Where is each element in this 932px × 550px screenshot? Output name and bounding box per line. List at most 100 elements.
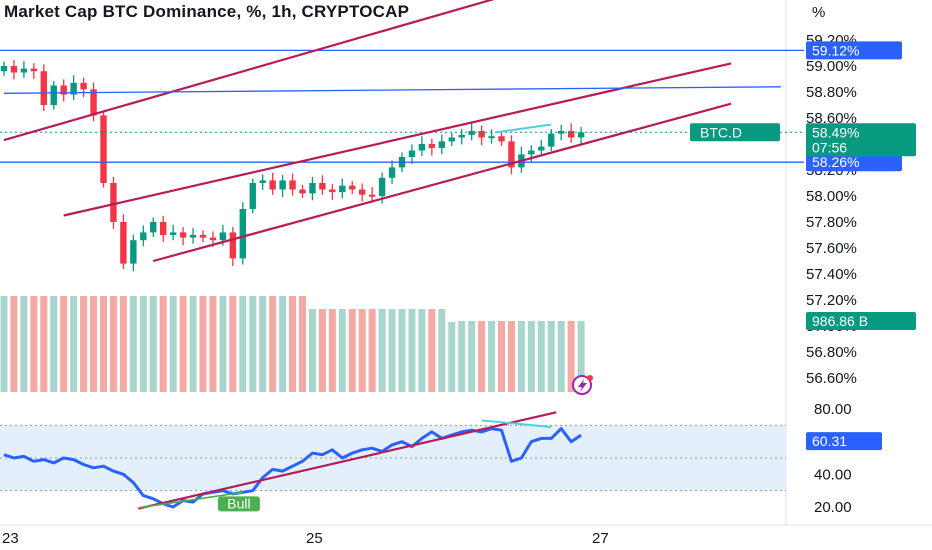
volume-bar (199, 296, 207, 392)
last-price-tag: 58.49%07:56 (806, 123, 916, 157)
volume-bar (468, 321, 476, 392)
volume-bar (368, 309, 376, 392)
candle-body (508, 141, 515, 168)
volume-bar (100, 296, 107, 392)
volume-tag-text: 986.86 B (812, 313, 868, 329)
candle-body (199, 235, 207, 238)
symbol-tag-text: BTC.D (700, 124, 742, 140)
chart-title: Market Cap BTC Dominance, %, 1h, CRYPTOC… (4, 2, 410, 21)
candle-body (359, 189, 366, 195)
volume-bar (279, 296, 287, 392)
volume-bar (70, 296, 78, 392)
level-tag-upper-box (806, 41, 902, 60)
candle-body (329, 189, 336, 193)
level-tag-lower: 58.26% (806, 153, 902, 172)
candle (80, 77, 87, 98)
rsi-bull-line (138, 491, 243, 509)
candle-body (428, 144, 436, 148)
candle (160, 215, 167, 242)
candle (40, 64, 47, 112)
volume-bar (259, 296, 267, 392)
candle-body (468, 131, 475, 135)
candle (70, 75, 77, 100)
candle-body (388, 167, 396, 178)
candle (488, 129, 495, 144)
candle (120, 214, 127, 269)
candle-body (538, 146, 545, 151)
volume-bar (119, 296, 127, 392)
volume-bar (328, 309, 336, 392)
price-tick-label: 59.00% (806, 58, 857, 75)
candle-body (120, 222, 127, 264)
candle-body (110, 183, 117, 222)
volume-bar (338, 309, 346, 392)
candle-body (448, 137, 455, 142)
volume-bar (488, 321, 496, 392)
candle-body (130, 240, 137, 264)
volume-bar (40, 296, 48, 392)
volume-bar (388, 309, 396, 392)
candle (329, 184, 336, 200)
candle-body (438, 141, 445, 148)
candle-body (279, 180, 286, 190)
candle-body (309, 183, 316, 194)
unit-label: % (812, 4, 826, 21)
lightning-icon[interactable] (572, 375, 593, 395)
candle (349, 181, 356, 195)
candle (279, 175, 286, 198)
rsi-background (0, 424, 786, 492)
candle-body (189, 235, 197, 238)
bull-label-box (217, 496, 260, 512)
price-tick-label: 56.60% (806, 370, 857, 387)
volume-bar (557, 321, 565, 392)
candle (50, 80, 57, 110)
volume-bar (60, 296, 68, 392)
time-axis: 23 25 27 (2, 530, 609, 547)
volume-bar (269, 296, 277, 392)
volume-bar (149, 296, 157, 392)
volume-bar (209, 296, 217, 392)
candle (359, 183, 366, 202)
candle-body (229, 232, 237, 259)
candle (140, 225, 147, 247)
price-tick-label: 57.20% (806, 292, 857, 309)
candle (169, 224, 177, 241)
rsi-panel: Bull (3, 411, 582, 512)
candle (388, 160, 396, 184)
volume-bar (448, 322, 456, 392)
price-tick-label: 58.60% (806, 110, 857, 127)
volume-bar (478, 321, 486, 392)
rsi-tick-label: 20.00 (814, 499, 852, 516)
candle-body (100, 115, 107, 183)
level-tag-upper: 59.12% (806, 41, 902, 60)
candle-body (418, 144, 426, 151)
candle (130, 234, 137, 272)
volume-bar (249, 296, 257, 392)
candle-body (140, 232, 147, 241)
candle-body (458, 134, 465, 138)
channel-trendline (152, 102, 732, 263)
candle-body (408, 150, 416, 157)
candle (299, 184, 306, 198)
last-price-text: 58.49% (812, 124, 859, 140)
lightning-icon-bolt (578, 379, 587, 392)
price-tick-label: 57.40% (806, 266, 857, 283)
volume-bar (20, 296, 28, 392)
candle-body (179, 232, 187, 238)
candle (20, 60, 28, 78)
price-tick-label: 58.80% (806, 84, 857, 101)
candle-body (239, 209, 246, 259)
price-tick-label: 56.80% (806, 344, 857, 361)
candle-body (169, 232, 177, 235)
candle (289, 173, 296, 196)
volume-bar (80, 296, 88, 392)
notification-dot (587, 375, 593, 381)
candle-body (349, 185, 356, 190)
candle (567, 123, 575, 143)
candle (538, 139, 545, 157)
candle-body (289, 180, 296, 190)
candle-body (249, 183, 256, 209)
candle-body (50, 85, 57, 105)
